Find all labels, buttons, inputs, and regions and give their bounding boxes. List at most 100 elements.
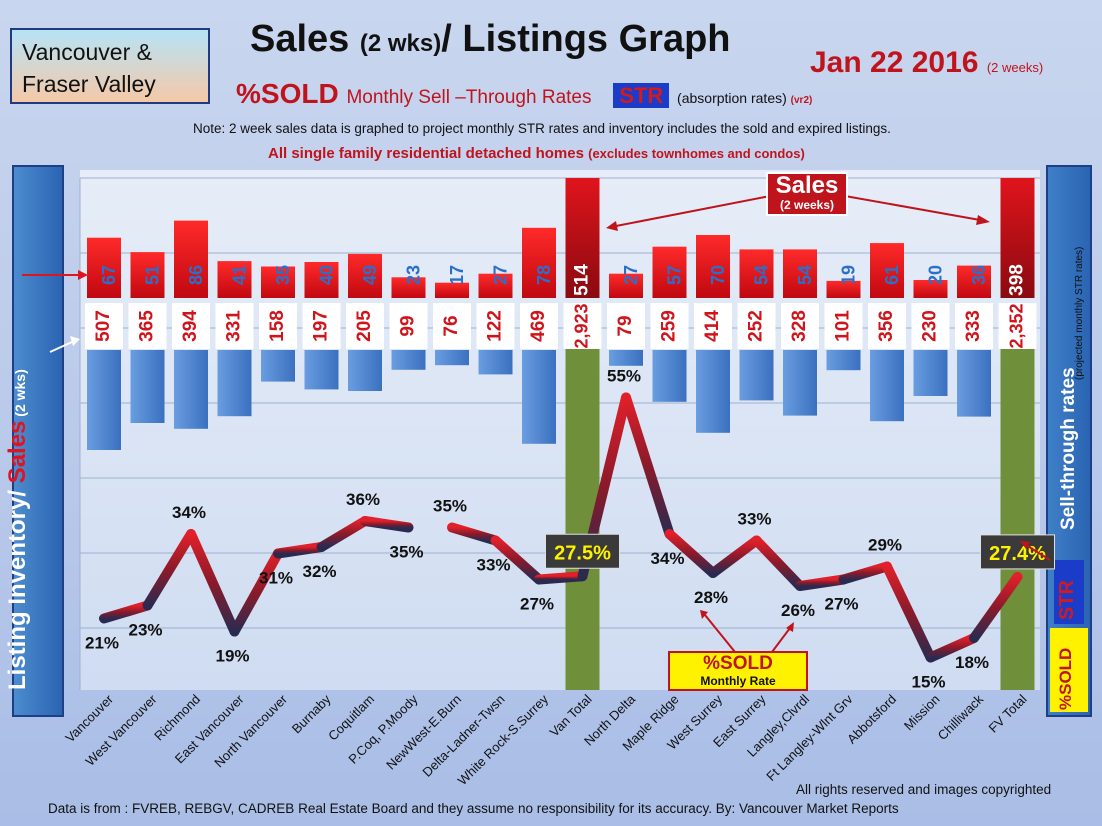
percent-label: 29% <box>868 536 902 555</box>
sales-bar <box>478 273 513 298</box>
percent-label: 19% <box>215 647 249 666</box>
inventory-bar <box>913 350 948 396</box>
inventory-label-box <box>955 303 993 349</box>
inventory-label-box <box>389 303 428 349</box>
inventory-bar <box>870 350 904 422</box>
inventory-value-label: 328 <box>789 310 810 342</box>
inventory-label-box <box>302 303 341 349</box>
total-percent-badge <box>980 534 1055 570</box>
inventory-value-label: 507 <box>93 310 114 342</box>
title-small: (2 wks) <box>359 30 442 57</box>
str-line-segment <box>621 392 675 539</box>
sales-value-label: 49 <box>360 265 380 285</box>
inventory-label-box <box>563 303 602 349</box>
right-axis-band <box>1046 165 1092 717</box>
sales-value-label: 27 <box>621 265 641 285</box>
subtitle-monthly: Monthly Sell –Through Rates <box>346 87 592 108</box>
inventory-label-box <box>911 303 950 349</box>
str-line-segment <box>490 535 544 585</box>
copyright-text: All rights reserved and images copyright… <box>796 782 1052 797</box>
sales-bar <box>609 273 643 298</box>
subtitle-str: STR <box>613 83 670 108</box>
inventory-bar <box>783 350 817 416</box>
sales-bar <box>565 178 600 298</box>
str-line-segment <box>273 542 327 559</box>
x-tick-label: Delta-Ladner-Twsn <box>419 692 507 780</box>
inventory-label-box <box>128 303 167 349</box>
percent-label: 33% <box>476 556 510 575</box>
sales-value-label: 41 <box>229 265 249 285</box>
percent-label: 28% <box>694 588 728 607</box>
family-text: All single family residential detached h… <box>268 145 805 162</box>
inventory-label-box <box>650 303 689 349</box>
sales-value-label: 67 <box>99 265 119 285</box>
percent-label: 15% <box>911 673 945 692</box>
inventory-value-label: 122 <box>485 310 506 342</box>
str-line-segment <box>142 529 196 611</box>
region-label: Vancouver & Fraser Valley <box>10 28 210 104</box>
sales-bar <box>391 277 426 298</box>
inventory-value-label: 99 <box>398 315 419 336</box>
sold-legend-box <box>1050 628 1088 712</box>
sales-bar <box>957 265 991 298</box>
sales-value-label: 70 <box>708 265 728 285</box>
sales-bar <box>174 220 208 298</box>
title-rest: / Listings Graph <box>441 18 731 60</box>
inventory-value-label: 79 <box>615 315 636 336</box>
inventory-value-label: 414 <box>702 310 723 342</box>
x-tick-label: North Vancouver <box>211 691 290 770</box>
inventory-bar <box>87 350 121 450</box>
sales-bar <box>652 246 687 298</box>
inventory-bar <box>739 350 774 401</box>
sold-annotation: %SOLD Monthly Rate <box>668 651 808 691</box>
left-axis-band <box>12 165 64 717</box>
sales-value-label: 54 <box>751 265 771 285</box>
total-percent-label: 27.4% <box>989 543 1046 565</box>
inventory-value-label: 230 <box>920 310 941 342</box>
sales-bar <box>87 237 121 298</box>
percent-label: 32% <box>302 562 336 581</box>
sales-value-label: 51 <box>142 265 162 285</box>
inventory-label-box <box>346 303 384 349</box>
total-percent-label: 27.5% <box>554 542 611 564</box>
inventory-bar <box>652 350 687 402</box>
chart-title: Sales (2 wks)/ Listings Graph <box>250 18 790 61</box>
str-line-segment <box>447 522 501 546</box>
percent-label: 26% <box>781 601 815 620</box>
inventory-label-box <box>737 303 776 349</box>
inventory-value-label: 331 <box>224 310 245 342</box>
sales-annotation: Sales (2 weeks) <box>766 172 848 216</box>
source-text: Data is from : FVREB, REBGV, CADREB Real… <box>48 801 899 816</box>
inventory-value-label: 197 <box>311 310 332 342</box>
value-labels: 67 507 51 365 86 394 41 331 35 158 40 197 49 205 23 99 1… <box>85 264 1055 692</box>
inventory-label-box <box>215 303 254 349</box>
inventory-value-label: 365 <box>137 310 158 342</box>
total-column <box>1000 349 1035 690</box>
sales-value-label: 23 <box>403 265 423 285</box>
inventory-bar <box>478 350 513 375</box>
subtitle-version: (vr2) <box>790 95 813 106</box>
inventory-bar <box>261 350 295 382</box>
sales-value-label: 36 <box>969 265 989 285</box>
inventory-label-box <box>85 303 123 349</box>
total-percent-badge <box>545 533 620 569</box>
percent-label: 23% <box>128 621 162 640</box>
sales-value-label: 54 <box>795 265 815 285</box>
inventory-bar <box>826 350 861 371</box>
inventory-bar <box>435 350 469 366</box>
inventory-label-box <box>607 303 645 349</box>
str-line-segment <box>186 529 240 637</box>
inventory-label-box <box>868 303 906 349</box>
inventory-bar <box>957 350 991 417</box>
percent-label: 55% <box>607 367 641 386</box>
sales-bar <box>739 249 774 298</box>
sales-annotation-title: Sales <box>775 172 839 199</box>
subtitle-absorption-text: (absorption rates) <box>677 90 787 106</box>
percent-label: 27% <box>520 595 554 614</box>
str-legend-box <box>1054 560 1084 624</box>
x-tick-label: Ft Langley-Wlnt Grv <box>763 691 856 784</box>
inventory-value-label: 356 <box>876 310 897 342</box>
date-small: (2 weeks) <box>986 60 1044 75</box>
sales-bar <box>304 262 339 298</box>
